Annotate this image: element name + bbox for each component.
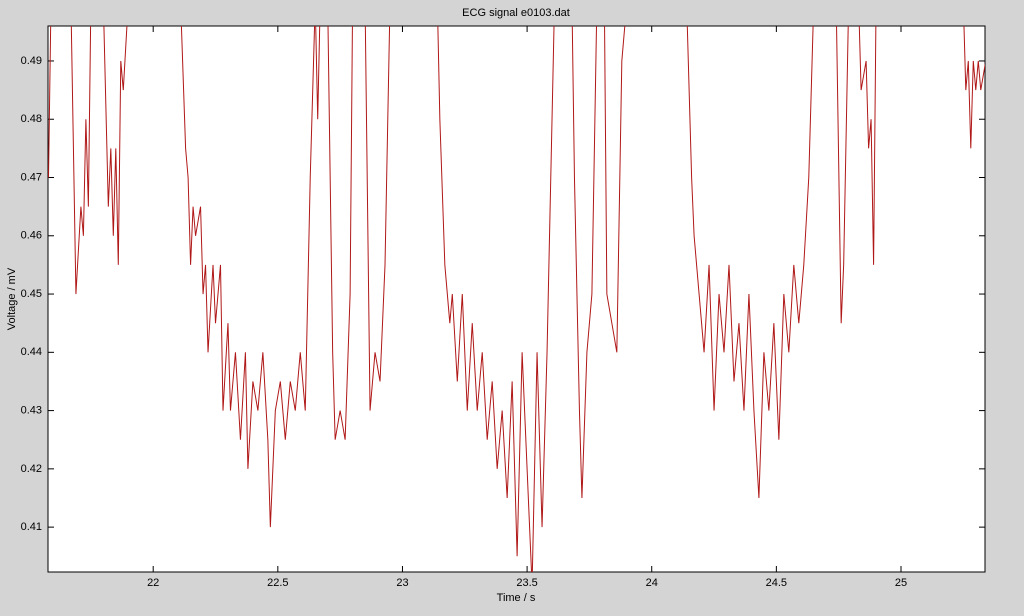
y-tick-label: 0.45 — [21, 288, 42, 300]
chart-title: ECG signal e0103.dat — [462, 7, 570, 19]
y-tick-label: 0.41 — [21, 521, 42, 533]
y-tick-label: 0.48 — [21, 113, 42, 125]
x-tick-label: 24.5 — [766, 577, 787, 589]
y-axis-label: Voltage / mV — [6, 267, 18, 330]
x-tick-label: 22.5 — [267, 577, 288, 589]
y-tick-label: 0.42 — [21, 463, 42, 475]
plot-area — [47, 25, 986, 573]
y-tick-label: 0.46 — [21, 230, 42, 242]
x-tick-label: 22 — [147, 577, 159, 589]
x-tick-label: 23 — [396, 577, 408, 589]
x-tick-label: 23.5 — [516, 577, 537, 589]
x-axis-label: Time / s — [497, 592, 536, 604]
y-tick-label: 0.43 — [21, 404, 42, 416]
signal-line — [48, 26, 985, 572]
y-tick-label: 0.47 — [21, 171, 42, 183]
x-tick-label: 24 — [646, 577, 658, 589]
y-tick-label: 0.49 — [21, 55, 42, 67]
x-tick-label: 25 — [895, 577, 907, 589]
y-tick-label: 0.44 — [21, 346, 42, 358]
